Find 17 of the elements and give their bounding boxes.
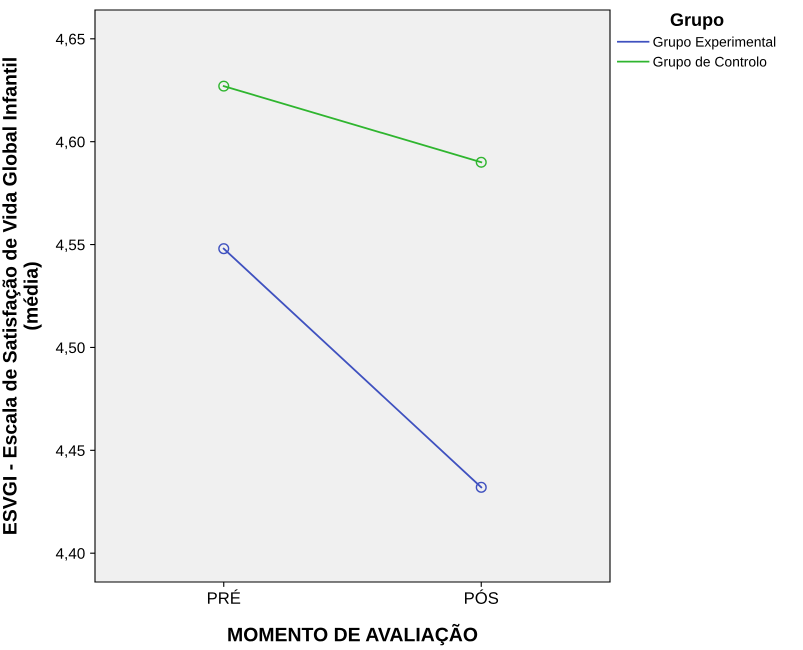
x-tick-label: PRÉ <box>208 589 240 604</box>
y-tick-label: 4,65 <box>56 34 85 46</box>
y-tick-label: 4,55 <box>56 240 85 252</box>
point <box>476 482 487 493</box>
legend-title: Grupo <box>670 13 724 30</box>
y-tick-label: 4,60 <box>56 136 85 150</box>
y-tick-label: 4,40 <box>56 548 85 561</box>
y-tick-label: 4,50 <box>56 342 85 355</box>
legend-label: Grupo Experimental <box>653 36 776 50</box>
legend-label: Grupo de Controlo <box>653 56 766 70</box>
x-tick-label: PÓS <box>465 589 498 604</box>
y-axis-title: ESVGI - Escala de Satisfação de Vida Global Infantil (média) <box>2 58 42 534</box>
point <box>218 80 230 92</box>
point <box>476 156 487 168</box>
y-tick-label: 4,45 <box>56 445 85 458</box>
point <box>218 243 230 254</box>
x-axis-title: MOMENTO DE AVALIAÇÃO <box>228 624 478 646</box>
